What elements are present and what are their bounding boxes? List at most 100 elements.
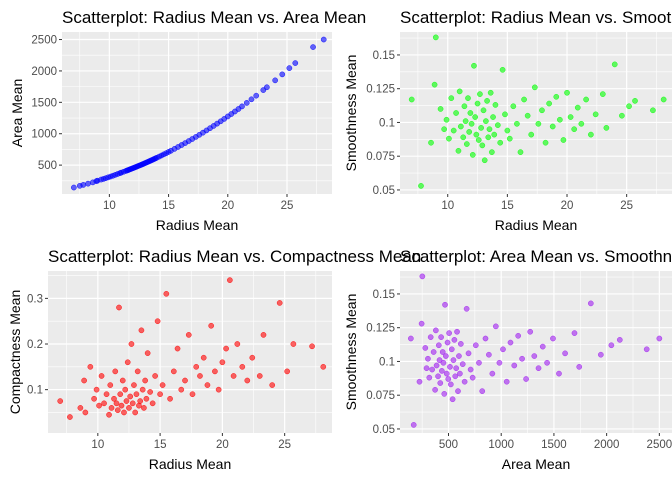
y-tick-label: 0.05 bbox=[373, 424, 395, 436]
data-point bbox=[599, 91, 606, 97]
data-point bbox=[142, 377, 149, 384]
data-point bbox=[453, 110, 459, 116]
data-point bbox=[440, 359, 447, 366]
data-point bbox=[478, 125, 484, 131]
data-point bbox=[447, 381, 454, 388]
data-point bbox=[320, 363, 327, 370]
data-point bbox=[108, 405, 115, 411]
y-tick-label: 500 bbox=[38, 160, 57, 172]
data-point bbox=[427, 334, 434, 340]
data-points bbox=[408, 34, 667, 189]
data-point bbox=[132, 409, 139, 416]
data-point bbox=[455, 147, 462, 154]
data-point bbox=[494, 122, 501, 129]
data-point bbox=[57, 398, 64, 404]
data-point bbox=[106, 411, 112, 418]
data-point bbox=[429, 366, 436, 373]
data-point bbox=[616, 337, 623, 343]
data-point bbox=[510, 103, 517, 110]
data-point bbox=[138, 327, 145, 334]
data-point bbox=[521, 96, 527, 103]
data-point bbox=[560, 137, 567, 143]
y-tick-label: 1000 bbox=[31, 129, 57, 141]
data-point bbox=[134, 368, 141, 375]
data-point bbox=[144, 350, 151, 356]
data-point bbox=[85, 180, 91, 187]
data-point bbox=[457, 123, 464, 130]
data-point bbox=[535, 120, 542, 127]
data-points bbox=[70, 36, 327, 191]
data-point bbox=[248, 96, 255, 103]
data-point bbox=[528, 131, 535, 138]
data-point bbox=[588, 131, 594, 138]
data-point bbox=[96, 402, 102, 409]
data-point bbox=[507, 339, 514, 346]
data-point bbox=[320, 36, 327, 43]
data-point bbox=[438, 334, 444, 340]
data-point bbox=[416, 378, 423, 385]
y-tick-label: 0.075 bbox=[366, 151, 395, 163]
data-point bbox=[485, 134, 492, 141]
data-point bbox=[219, 359, 226, 366]
data-point bbox=[178, 386, 185, 393]
data-point bbox=[502, 111, 508, 118]
x-axis-title: Area Mean bbox=[502, 456, 570, 472]
data-points bbox=[408, 273, 663, 428]
data-point bbox=[490, 114, 496, 120]
data-point bbox=[489, 370, 496, 377]
data-point bbox=[465, 350, 472, 357]
data-point bbox=[284, 368, 291, 375]
data-point bbox=[461, 378, 468, 385]
data-point bbox=[418, 320, 425, 327]
data-point bbox=[286, 65, 293, 71]
data-point bbox=[127, 393, 134, 400]
data-point bbox=[578, 120, 585, 127]
data-point bbox=[539, 107, 545, 114]
data-point bbox=[193, 363, 200, 370]
data-point bbox=[550, 335, 556, 342]
data-point bbox=[269, 382, 276, 388]
data-point bbox=[457, 370, 463, 377]
data-point bbox=[77, 405, 84, 411]
data-point bbox=[223, 345, 229, 352]
data-point bbox=[159, 382, 166, 388]
plot-panel bbox=[48, 271, 332, 433]
data-point bbox=[437, 380, 444, 386]
data-point bbox=[459, 361, 466, 367]
y-axis-ticks: 0.1 0.2 0.3 bbox=[27, 293, 48, 397]
y-tick-label: 0.05 bbox=[373, 185, 395, 197]
data-point bbox=[418, 183, 424, 189]
data-point bbox=[479, 388, 486, 394]
data-point bbox=[619, 112, 625, 119]
x-tick-label: 15 bbox=[162, 200, 175, 212]
data-point bbox=[67, 414, 73, 420]
data-point bbox=[234, 341, 241, 347]
scatterplot-radius-vs-compactness: Scatterplot: Radius Mean vs. Compactness… bbox=[7, 247, 421, 472]
data-point bbox=[473, 131, 480, 138]
y-tick-label: 2500 bbox=[31, 35, 57, 47]
data-point bbox=[152, 373, 158, 379]
data-point bbox=[472, 342, 479, 349]
data-point bbox=[119, 377, 126, 384]
data-point bbox=[112, 368, 119, 375]
data-point bbox=[603, 125, 610, 131]
data-point bbox=[454, 328, 460, 335]
data-point bbox=[431, 81, 438, 88]
data-point bbox=[492, 102, 499, 108]
data-point bbox=[632, 98, 638, 104]
x-axis-title: Radius Mean bbox=[156, 217, 239, 233]
data-point bbox=[98, 373, 105, 379]
data-point bbox=[227, 277, 233, 283]
data-point bbox=[430, 349, 437, 355]
chart-title: Scatterplot: Radius Mean vs. Area Mean bbox=[62, 8, 366, 27]
data-point bbox=[660, 96, 667, 103]
data-point bbox=[506, 135, 513, 142]
data-point bbox=[437, 106, 444, 112]
data-point bbox=[450, 357, 457, 363]
y-tick-label: 0.3 bbox=[27, 293, 43, 305]
data-point bbox=[253, 92, 260, 99]
data-point bbox=[272, 77, 279, 84]
y-tick-label: 0.125 bbox=[366, 323, 395, 335]
data-point bbox=[460, 134, 467, 141]
data-point bbox=[133, 391, 140, 398]
